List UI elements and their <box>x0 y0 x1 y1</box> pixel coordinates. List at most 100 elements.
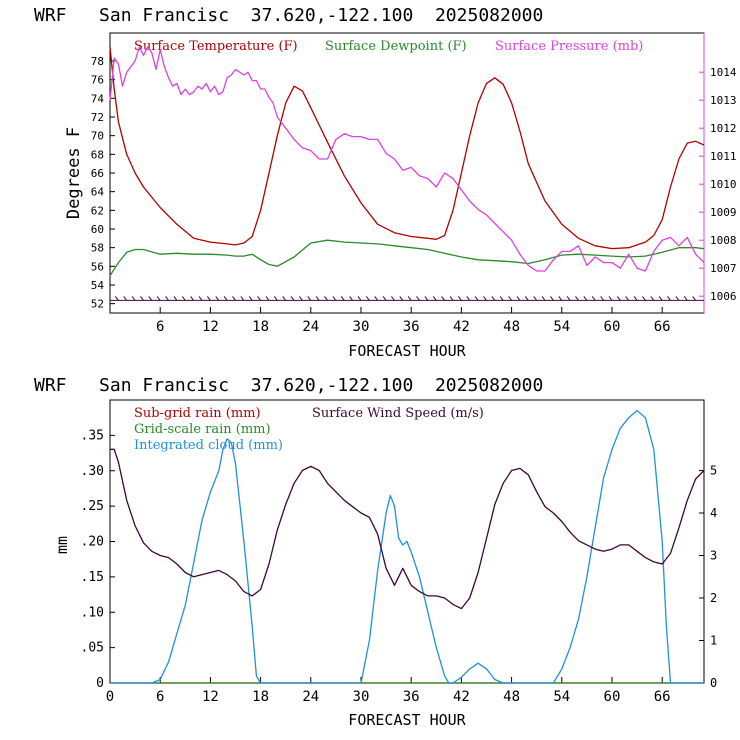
wind-barb <box>215 296 220 301</box>
wind-barb <box>349 296 354 301</box>
wind-barb <box>123 296 128 301</box>
legend-surface-wind-speed: Surface Wind Speed (m/s) <box>312 406 484 421</box>
y-tick-label: .30 <box>81 464 104 479</box>
x-tick-label: 24 <box>302 319 319 335</box>
series-surface-wind-speed-m-s <box>110 448 705 610</box>
x-tick-label: 60 <box>604 319 621 335</box>
x-tick-label: 30 <box>353 689 370 705</box>
y2-tick-label: 2 <box>710 591 717 605</box>
wind-barb <box>692 296 697 301</box>
series-integrated-cloud-mm <box>110 409 704 684</box>
legend-surface-temperature: Surface Temperature (F) <box>134 39 298 54</box>
wind-barb <box>357 296 362 301</box>
x-tick-label: 18 <box>252 689 269 705</box>
wind-barb <box>424 296 429 301</box>
wind-barb <box>441 296 446 301</box>
x-tick-label: 48 <box>503 689 520 705</box>
wind-barb <box>541 296 546 301</box>
legend-subgrid-rain: Sub-grid rain (mm) <box>134 406 261 421</box>
x-tick-label: 66 <box>654 319 671 335</box>
wind-barb <box>273 296 278 301</box>
wind-barb <box>466 296 471 301</box>
x-tick-label: 42 <box>453 689 470 705</box>
y-tick-label: 64 <box>91 186 105 199</box>
wind-barb <box>583 296 588 301</box>
y2-tick-label: 5 <box>710 464 717 478</box>
x-tick-label: 42 <box>453 319 470 335</box>
wind-barb <box>223 296 228 301</box>
y2-tick-label: 0 <box>710 676 717 690</box>
x-tick-label: 54 <box>553 689 570 705</box>
series-surface-pressure-mb <box>109 46 705 272</box>
legend-surface-dewpoint: Surface Dewpoint (F) <box>325 39 467 54</box>
wind-barb <box>340 296 345 301</box>
x-tick-label: 0 <box>106 689 114 705</box>
y-tick-label: .10 <box>81 605 104 620</box>
panel2-x-axis-label: FORECAST HOUR <box>348 711 466 729</box>
y2-tick-label: 1007 <box>710 262 737 275</box>
y2-tick-label: 3 <box>710 549 717 563</box>
panel1-title: WRF San Francisc 37.620,-122.100 2025082… <box>34 5 543 26</box>
wind-barb <box>248 296 253 301</box>
y-tick-label: .25 <box>81 499 104 514</box>
panel1-x-axis-label: FORECAST HOUR <box>348 342 466 360</box>
wind-barb <box>491 296 496 301</box>
wind-barb <box>257 296 261 301</box>
y-tick-label: 54 <box>91 279 105 292</box>
x-tick-label: 60 <box>604 689 621 705</box>
wind-barb <box>449 296 454 301</box>
wind-barb <box>399 296 404 301</box>
y-tick-label: 68 <box>91 148 104 161</box>
wind-barb <box>165 296 169 301</box>
wind-barb <box>307 296 312 301</box>
y-tick-label: 78 <box>91 55 104 68</box>
wind-barb <box>282 296 287 301</box>
y2-tick-label: 4 <box>710 506 717 520</box>
wind-barb <box>524 296 529 301</box>
precipitation-panel: WRF San Francisc 37.620,-122.100 2025082… <box>34 375 717 729</box>
wind-barb <box>131 296 136 301</box>
x-tick-label: 48 <box>503 319 520 335</box>
y2-tick-label: 1009 <box>710 206 737 219</box>
wind-barb <box>608 296 613 301</box>
wind-barb <box>642 296 646 301</box>
wind-barb <box>374 296 379 301</box>
panel2-title: WRF San Francisc 37.620,-122.100 2025082… <box>34 375 543 396</box>
x-tick-label: 12 <box>202 319 219 335</box>
wind-barb <box>550 296 554 301</box>
y-tick-label: 70 <box>91 130 104 143</box>
wind-barb <box>432 296 437 301</box>
wind-barb <box>566 296 571 301</box>
wind-barb <box>575 296 579 301</box>
panel2-y-axis-label: mm <box>53 536 71 554</box>
series-surface-dewpoint-f <box>109 239 705 277</box>
y-tick-label: 58 <box>91 242 104 255</box>
x-tick-label: 12 <box>202 689 219 705</box>
wind-barb <box>332 296 337 301</box>
wind-barb <box>391 296 395 301</box>
wind-barb <box>633 296 638 301</box>
wind-barb <box>299 296 303 301</box>
wind-barb <box>148 296 153 301</box>
y-tick-label: 52 <box>91 298 104 311</box>
wind-barb <box>181 296 186 301</box>
temperature-panel: WRF San Francisc 37.620,-122.100 2025082… <box>34 5 737 360</box>
panel1-plot-frame <box>109 32 705 314</box>
wind-barb <box>600 296 605 301</box>
y2-tick-label: 1006 <box>710 290 737 303</box>
wind-barb <box>232 296 236 301</box>
wind-barb <box>315 296 320 301</box>
wind-barb <box>365 296 370 301</box>
x-tick-label: 36 <box>403 689 420 705</box>
panel1-y-axis-label: Degrees F <box>64 127 84 219</box>
wind-barb <box>616 296 621 301</box>
y-tick-label: .20 <box>81 535 104 550</box>
y2-tick-label: 1 <box>710 634 717 648</box>
y-tick-label: 74 <box>91 92 105 105</box>
y-tick-label: .05 <box>81 641 104 656</box>
wind-barb <box>416 296 420 301</box>
wind-barb <box>558 296 563 301</box>
y-tick-label: 56 <box>91 260 104 273</box>
wind-barb <box>407 296 412 301</box>
